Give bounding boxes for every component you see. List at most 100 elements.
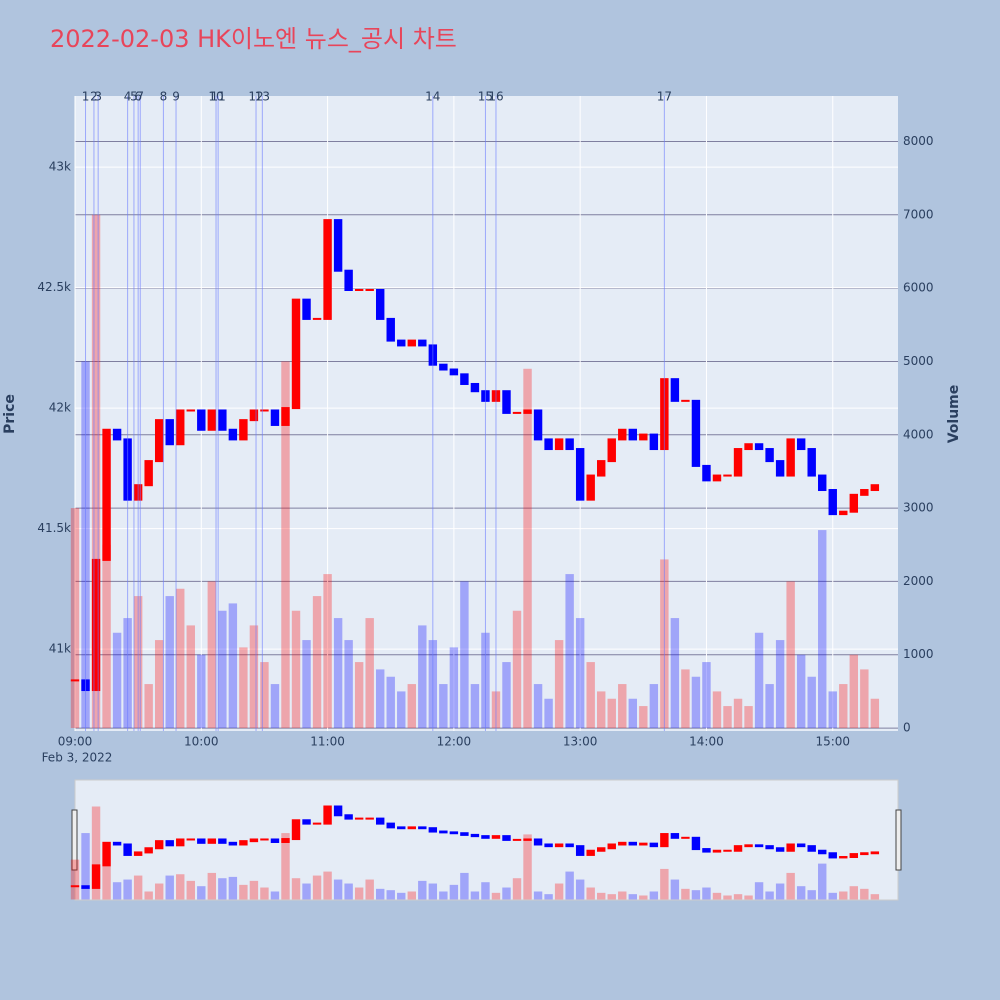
volume-bar [639, 706, 648, 729]
slider-volume-bar [112, 882, 122, 900]
y2-tick-label: 5000 [903, 354, 934, 368]
slider-volume-bar [575, 879, 585, 900]
slider-candle [123, 843, 132, 856]
slider-volume-bar [333, 879, 343, 900]
volume-bar [565, 574, 574, 729]
slider-volume-bar [691, 890, 701, 900]
y2-tick-label: 8000 [903, 134, 934, 148]
candle [565, 438, 574, 451]
volume-bar [270, 684, 280, 729]
volume-bar [144, 684, 153, 729]
slider-candle [439, 830, 448, 834]
x-tick-label: 09:00 [58, 735, 93, 749]
slider-candle [260, 838, 269, 841]
candle [639, 433, 648, 441]
slider-candle [249, 838, 259, 843]
candle [586, 474, 595, 501]
candle [239, 419, 248, 441]
volume-bar [386, 676, 395, 729]
candle [397, 339, 406, 347]
slider-candle [449, 831, 459, 835]
volume-bar [533, 684, 543, 729]
candle [386, 317, 395, 342]
slider-candle [533, 838, 543, 846]
slider-handle[interactable] [71, 809, 78, 871]
volume-bar [207, 581, 217, 729]
y-tick-label: 41k [49, 642, 71, 656]
candle [828, 489, 837, 516]
slider-candle [870, 851, 880, 855]
candle [91, 558, 101, 692]
slider-candle [849, 853, 859, 859]
y2-tick-label: 6000 [903, 281, 934, 295]
slider-candle [754, 844, 764, 848]
volume-bar [249, 625, 259, 729]
slider-candle [786, 843, 795, 852]
volume-bar [460, 581, 469, 729]
slider-candle [744, 844, 753, 848]
candle [744, 443, 753, 451]
volume-bar [702, 662, 711, 729]
slider-candle [165, 840, 174, 847]
slider-candle [491, 835, 501, 839]
slider-candle [186, 838, 195, 841]
candle [228, 428, 238, 441]
slider-volume-bar [102, 866, 111, 900]
volume-bar [870, 698, 880, 729]
slider-volume-bar [428, 883, 438, 900]
volume-bar [228, 603, 238, 729]
slider-candle [418, 826, 427, 830]
slider-candle [597, 847, 606, 852]
volume-bar [281, 361, 290, 729]
candle [418, 339, 427, 347]
x-tick-label: 13:00 [563, 735, 598, 749]
slider-candle [302, 819, 311, 825]
candle [796, 438, 806, 451]
slider-candle [818, 849, 827, 855]
slider-volume-bar [544, 894, 553, 900]
slider-candle [365, 817, 374, 820]
slider-candle [649, 842, 659, 848]
slider-volume-bar [723, 895, 732, 900]
volume-bar [691, 676, 701, 729]
slider-candle [565, 843, 574, 848]
slider-candle [270, 838, 280, 843]
slider-candle [775, 847, 785, 852]
slider-candle [839, 856, 848, 859]
candle [807, 448, 816, 477]
volume-bar [754, 632, 764, 729]
candle [449, 368, 459, 376]
x-tick-label: 10:00 [184, 735, 219, 749]
slider-candle [112, 841, 122, 846]
volume-bar [839, 684, 848, 729]
news-label: 2 [90, 90, 98, 104]
candle [249, 409, 259, 422]
candle [112, 428, 122, 441]
slider-volume-bar [860, 888, 869, 900]
volume-bar [154, 640, 164, 729]
candle [712, 474, 722, 482]
slider-volume-bar [744, 895, 753, 900]
volume-bar [681, 669, 690, 729]
candle [70, 679, 80, 682]
slider-volume-bar [796, 886, 806, 900]
slider-volume-bar [670, 879, 680, 900]
volume-bar [323, 574, 332, 729]
slider-volume-bar [597, 892, 606, 900]
volume-bar [333, 618, 343, 729]
slider-candle [154, 840, 164, 850]
slider-volume-bar [481, 882, 490, 900]
slider-candle [207, 838, 217, 844]
slider-volume-bar [418, 880, 427, 900]
slider-volume-bar [70, 859, 80, 900]
slider-handle[interactable] [895, 809, 902, 871]
slider-candle [554, 843, 564, 848]
candle [618, 428, 627, 441]
volume-bar [407, 684, 416, 729]
candle [544, 438, 553, 451]
volume-bar [818, 530, 827, 729]
slider-candle [407, 826, 416, 830]
volume-bar [502, 662, 511, 729]
volume-bar [597, 691, 606, 729]
